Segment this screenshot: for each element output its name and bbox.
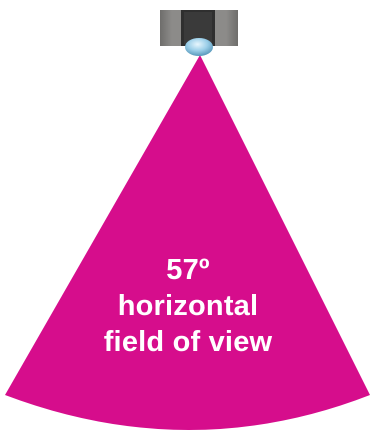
fov-horizontal-text: horizontal	[117, 290, 259, 322]
fov-description-text: field of view	[103, 326, 273, 358]
field-of-view-cone	[5, 55, 370, 430]
lens-icon	[185, 38, 213, 56]
fov-angle-text: 57º	[166, 254, 210, 286]
fov-label: 57º horizontal field of view	[88, 252, 288, 360]
camera-sensor	[160, 10, 238, 56]
